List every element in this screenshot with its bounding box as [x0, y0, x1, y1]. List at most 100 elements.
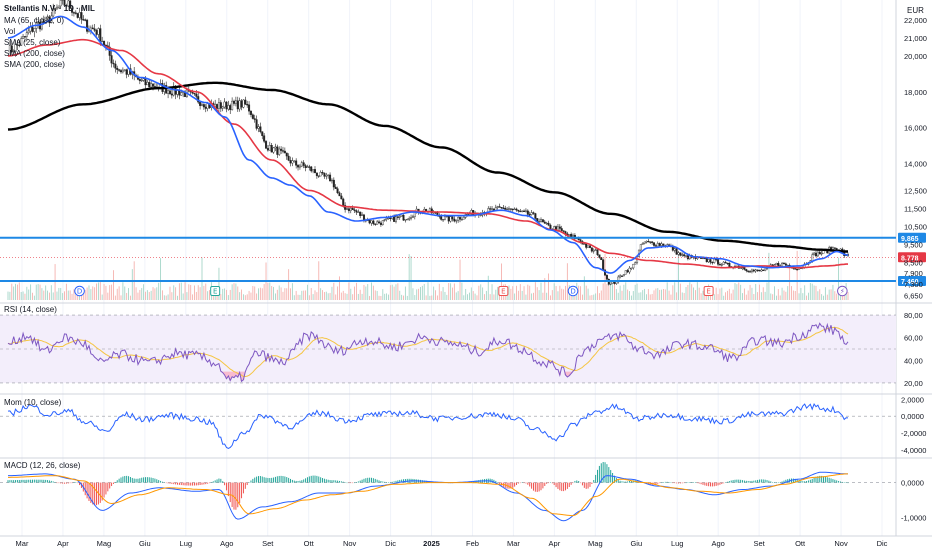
volume-bar — [657, 288, 659, 300]
candle-body — [532, 212, 535, 214]
macd-hist-bar — [540, 482, 542, 491]
volume-bar — [233, 283, 235, 300]
legend-ma: MA (65, close, 0) — [4, 16, 64, 25]
candle-body — [519, 210, 522, 213]
volume-bar — [171, 292, 173, 300]
volume-bar — [602, 283, 604, 300]
macd-hist-bar — [47, 480, 49, 483]
volume-bar — [286, 288, 288, 300]
volume-bar — [670, 294, 672, 300]
event-markers[interactable]: D E E D E ⚡ — [74, 285, 848, 297]
candle-body — [123, 69, 126, 71]
volume-bar — [227, 295, 229, 300]
candle-body — [773, 264, 776, 266]
volume-bar — [559, 285, 561, 300]
macd-hist-bar — [369, 477, 371, 483]
volume-bar — [246, 294, 248, 300]
x-tick: Apr — [57, 539, 69, 548]
volume-bar — [495, 289, 497, 300]
candle-body — [74, 12, 77, 14]
candle-body — [176, 90, 179, 95]
macd-hist-bar — [395, 480, 397, 483]
macd-tick: 0,0000 — [901, 479, 924, 488]
volume-bar — [608, 285, 610, 300]
macd-hist-bar — [384, 481, 386, 483]
candle-body — [451, 216, 454, 220]
volume-bar — [363, 284, 365, 300]
volume-bar — [653, 290, 655, 300]
volume-bar — [222, 288, 224, 300]
volume-bar — [386, 293, 388, 300]
macd-hist-bar — [508, 482, 510, 489]
macd-hist-bar — [267, 477, 269, 483]
candle-body — [679, 252, 682, 256]
candle-body — [52, 8, 55, 17]
macd-hist-bar — [327, 479, 329, 483]
macd-hist-bar — [156, 479, 158, 483]
candle-body — [683, 254, 686, 257]
candle-body — [289, 160, 292, 164]
candle-body — [541, 219, 544, 223]
macd-hist-bar — [757, 479, 759, 483]
macd-hist-bar — [838, 480, 840, 483]
candle-body — [349, 207, 352, 211]
macd-hist-bar — [538, 482, 540, 492]
volume-bar — [180, 282, 182, 300]
event-symbol: ⚡ — [840, 288, 845, 296]
volume-bar — [435, 290, 436, 300]
volume-bar — [267, 282, 269, 300]
macd-hist-bar — [295, 480, 297, 483]
macd-hist-bar — [79, 482, 81, 486]
macd-hist-bar — [18, 479, 20, 483]
macd-label: MACD (12, 26, close) — [4, 461, 81, 470]
macd-hist-bar — [7, 480, 9, 483]
volume-bar — [551, 290, 553, 300]
volume-bar — [404, 286, 406, 300]
horizontal-levels[interactable]: 9,865 7,460 8,778 — [0, 232, 926, 286]
volume-bar — [64, 291, 65, 300]
macd-hist-bar — [553, 482, 555, 486]
candle-body — [25, 32, 28, 37]
volume-bar — [182, 293, 184, 300]
candle-body — [562, 230, 565, 232]
candle-body — [530, 212, 533, 215]
candle-body — [268, 145, 271, 151]
volume-bar — [184, 282, 186, 300]
candle-body — [681, 254, 684, 256]
candle-body — [242, 99, 245, 108]
rsi-line — [7, 322, 849, 383]
volume-bar — [493, 294, 495, 300]
candle-body — [596, 249, 599, 255]
macd-hist-bar — [199, 482, 201, 485]
macd-hist-bar — [271, 477, 273, 483]
volume-bar — [60, 288, 62, 300]
x-axis[interactable]: Mar Apr Mag Giu Lug Ago Set Ott Nov Dic 2025 Feb Mar… — [16, 539, 888, 548]
macd-hist-bar — [193, 482, 195, 486]
macd-hist-bar — [101, 482, 103, 501]
volume-bar — [271, 286, 273, 300]
macd-hist-bar — [845, 482, 847, 484]
volume-bar — [116, 288, 118, 300]
candle-body — [447, 215, 450, 222]
macd-hist-bar — [24, 479, 26, 483]
macd-hist-bar — [608, 467, 610, 483]
y-axis[interactable]: 22,000 21,000 20,000 18,000 16,000 14,000 12,5… — [901, 16, 927, 522]
volume-bar — [429, 295, 431, 300]
macd-hist-bar — [133, 478, 135, 483]
volume-bar — [774, 286, 775, 300]
macd-hist-bar — [732, 480, 734, 483]
volume-bar — [685, 287, 687, 300]
macd-hist-bar — [222, 481, 224, 483]
candle-body — [685, 255, 688, 257]
candle-body — [148, 82, 151, 88]
candle-body — [263, 135, 266, 142]
volume-bar — [452, 287, 453, 300]
volume-bar — [702, 290, 704, 300]
candle-body — [641, 243, 644, 245]
last-price-label: 8,778 — [901, 255, 919, 262]
candle-body — [353, 209, 356, 211]
volume-bar — [448, 283, 450, 300]
candle-body — [394, 216, 397, 222]
macd-hist-bar — [704, 482, 706, 486]
